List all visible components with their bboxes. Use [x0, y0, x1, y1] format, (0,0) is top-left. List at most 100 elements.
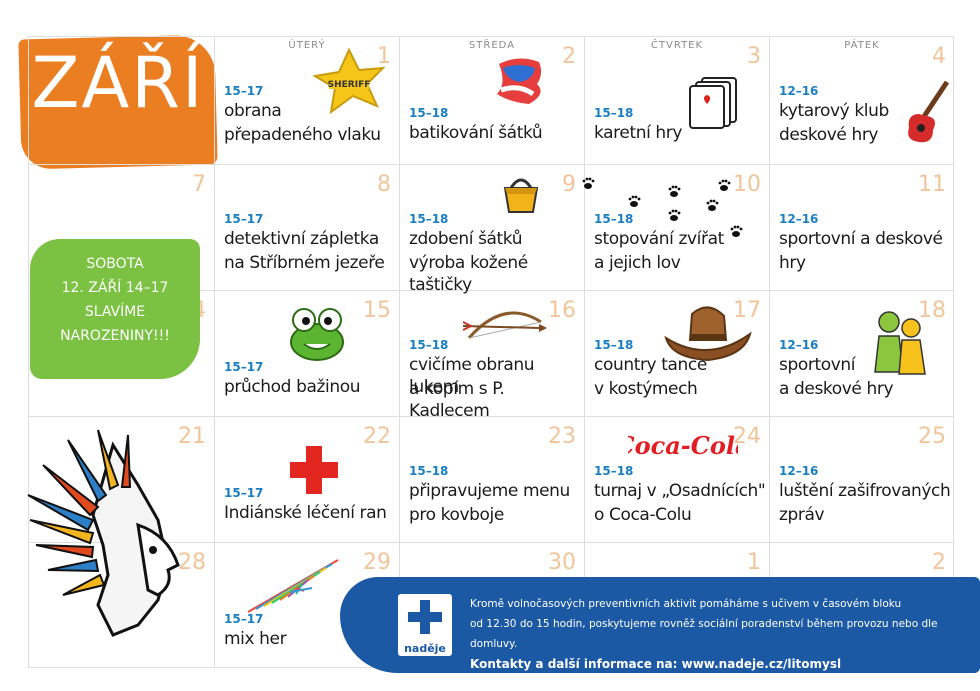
day-number: 1 — [377, 44, 391, 69]
calendar-day: 1 — [584, 542, 769, 668]
activity-time: 12–16 — [779, 464, 819, 478]
day-number: 18 — [918, 298, 946, 323]
day-number: 24 — [733, 424, 761, 449]
birthday-banner — [30, 239, 200, 379]
mikado-sticks-icon — [238, 552, 348, 626]
activity-line-2: zpráv — [779, 505, 825, 525]
frog-icon — [284, 304, 350, 368]
calendar-day: 3 15–18 karetní hry — [584, 36, 769, 162]
day-number: 16 — [548, 298, 576, 323]
day-number: 23 — [548, 424, 576, 449]
activity-line-2: hry — [779, 253, 806, 273]
activity-time: 15–18 — [409, 106, 449, 120]
guitar-icon — [899, 78, 959, 152]
bow-arrow-icon — [459, 308, 549, 352]
activity-line-1: mix her — [224, 629, 287, 649]
activity-line-2: a deskové hry — [779, 379, 894, 399]
day-number: 28 — [178, 550, 206, 575]
calendar-day: 29 15–17 mix her — [214, 542, 399, 668]
handbag-icon — [499, 172, 543, 220]
calendar-day: 4 12–16 kytarový klub deskové hry — [769, 36, 954, 162]
indian-chief-icon — [27, 429, 180, 637]
day-number: 22 — [363, 424, 391, 449]
day-number: 30 — [548, 550, 576, 575]
activity-line-2: v kostýmech — [594, 379, 698, 399]
activity-line-1: detektivní zápletka — [224, 229, 379, 249]
sheriff-star-icon: SHERIFF — [309, 47, 389, 122]
day-number: 15 — [363, 298, 391, 323]
day-number: 17 — [733, 298, 761, 323]
red-cross-icon — [288, 444, 340, 500]
activity-line-1: průchod bažinou — [224, 377, 361, 397]
activity-line-1: cvičíme obranu lukem — [409, 355, 535, 397]
day-name-wednesday: STŘEDA — [468, 40, 516, 51]
activity-line-1: kytarový klub — [779, 101, 889, 121]
activity-line-2: a kopím s P. Kadlecem — [409, 379, 505, 421]
activity-line-1: luštění zašifrovaných — [779, 481, 951, 501]
calendar-day: 15 15–17 průchod bažinou — [214, 290, 399, 416]
activity-time: 15–17 — [224, 212, 264, 226]
month-title: ZÁŘÍ — [31, 42, 205, 124]
activity-line-1: zdobení šátků — [409, 229, 523, 249]
calendar-grid — [28, 36, 954, 668]
calendar-day: 17 15–18 country tance v kostýmech — [584, 290, 769, 416]
svg-text:Coca-Cola: Coca-Cola — [628, 431, 738, 460]
calendar-day: 22 15–17 Indiánské léčení ran — [214, 416, 399, 542]
activity-time: 15–17 — [224, 486, 264, 500]
activity-line-2: přepadeného vlaku — [224, 125, 381, 145]
activity-line-1: batikování šátků — [409, 123, 543, 143]
activity-line-1: Indiánské léčení ran — [224, 503, 387, 523]
day-number: 21 — [178, 424, 206, 449]
activity-line-1: karetní hry — [594, 123, 683, 143]
calendar-day: 23 15–18 připravujeme menu pro kovboje — [399, 416, 584, 542]
day-number: 29 — [363, 550, 391, 575]
activity-line-2: výroba kožené taštičky — [409, 253, 528, 295]
playing-cards-icon — [684, 74, 744, 134]
activity-line-2: o Coca-Colu — [594, 505, 692, 525]
day-number: 7 — [192, 172, 206, 197]
svg-text:SHERIFF: SHERIFF — [328, 80, 371, 90]
activity-time: 15–18 — [594, 106, 634, 120]
footer-text: Kromě volnočasových preventivních aktivi… — [470, 598, 938, 671]
activity-time: 15–18 — [409, 212, 449, 226]
activity-time: 15–17 — [224, 612, 264, 626]
day-number: 2 — [562, 44, 576, 69]
activity-line-2: na Stříbrném jezeře — [224, 253, 385, 273]
day-number: 2 — [932, 550, 946, 575]
calendar-day: 25 12–16 luštění zašifrovaných zpráv — [769, 416, 954, 542]
day-number: 25 — [918, 424, 946, 449]
activity-time: 15–18 — [594, 212, 634, 226]
activity-line-2: deskové hry — [779, 125, 879, 145]
activity-line-1: obrana — [224, 101, 282, 121]
day-number: 1 — [747, 550, 761, 575]
activity-time: 15–17 — [224, 84, 264, 98]
coca-cola-logo: Coca-Cola — [615, 426, 750, 470]
day-number: 4 — [932, 44, 946, 69]
activity-time: 15–17 — [224, 360, 264, 374]
calendar-day: 18 12–16 sportovní a deskové hry — [769, 290, 954, 416]
calendar-day: 2 15–18 batikování šátků — [399, 36, 584, 162]
day-number: 10 — [733, 172, 761, 197]
calendar-day: 11 12–16 sportovní a deskové hry — [769, 164, 954, 290]
calendar-day: 30 — [399, 542, 584, 668]
day-number: 11 — [918, 172, 946, 197]
calendar-day: 8 15–17 detektivní zápletka na Stříbrném je… — [214, 164, 399, 290]
activity-time: 12–16 — [779, 212, 819, 226]
birthday-text: SOBOTA 12. ZÁŘÍ 14–17 SLAVÍME NAROZENINY… — [60, 256, 170, 344]
activity-time: 12–16 — [779, 338, 819, 352]
activity-time: 15–18 — [594, 338, 634, 352]
activity-time: 12–16 — [779, 84, 819, 98]
calendar-day: 1 SHERIFF 15–17 obrana přepadeného vlaku — [214, 36, 399, 162]
cowboy-hat-icon — [662, 304, 754, 374]
activity-line-2: pro kovboje — [409, 505, 504, 525]
activity-line-1: stopování zvířat — [594, 229, 724, 249]
activity-time: 15–18 — [409, 338, 449, 352]
activity-line-1: připravujeme menu — [409, 481, 570, 501]
activity-time: 15–18 — [409, 464, 449, 478]
nadeje-logo: naděje — [398, 594, 452, 656]
calendar-day: 2 — [769, 542, 954, 668]
calendar-day: 10 15–18 stopování zvířat a jejich lov — [582, 164, 769, 290]
paw-prints-icon — [574, 170, 754, 264]
activity-line-1: sportovní — [779, 355, 856, 375]
day-name-tuesday: ÚTERÝ — [288, 40, 326, 51]
